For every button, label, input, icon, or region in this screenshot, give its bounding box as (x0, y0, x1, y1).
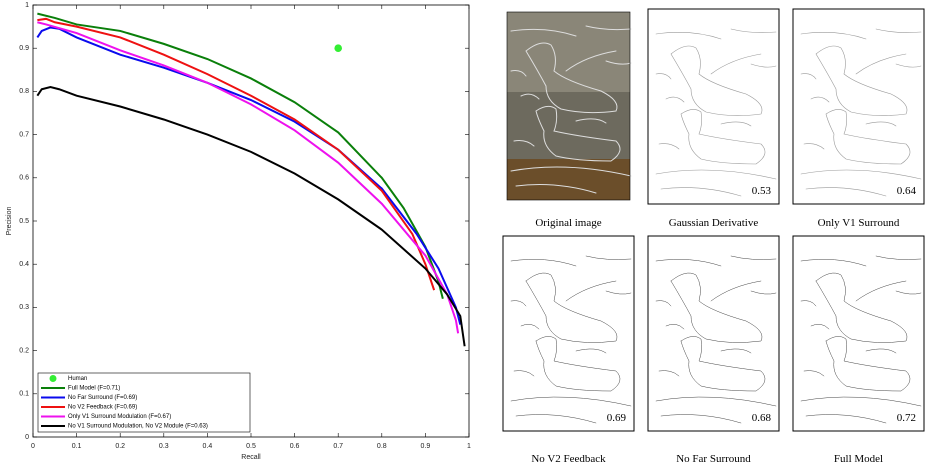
panel-frame (647, 8, 780, 205)
panel-caption: Original image (535, 217, 601, 229)
y-tick-label: 0.8 (19, 88, 29, 95)
y-tick-label: 0.2 (19, 347, 29, 354)
x-tick-label: 0.9 (421, 443, 431, 450)
panel-caption: Full Model (834, 453, 883, 465)
series-line (37, 21, 460, 334)
human-point (334, 44, 343, 52)
x-tick-label: 0.8 (377, 443, 387, 450)
x-tick-label: 0.7 (333, 443, 343, 450)
legend-label: Full Model (F=0.71) (68, 386, 120, 392)
y-tick-label: 0.6 (19, 175, 29, 182)
series-line (36, 26, 462, 325)
panel-score: 0.72 (897, 412, 916, 424)
panel-frame (506, 11, 631, 201)
legend-label: Human (68, 376, 87, 382)
y-tick-label: 0.5 (19, 218, 29, 225)
x-tick-label: 0.6 (290, 443, 300, 450)
series-line (37, 12, 444, 300)
legend-label: No Far Surround (F=0.69) (68, 395, 137, 401)
x-tick-label: 0 (31, 443, 35, 450)
panel-frame (502, 235, 635, 432)
y-tick-label: 0 (25, 434, 29, 441)
y-tick-label: 0.3 (19, 304, 29, 311)
legend-label: Only V1 Surround Modulation (F=0.67) (68, 414, 171, 420)
x-tick-label: 0.2 (115, 443, 125, 450)
panel-caption: Gaussian Derivative (669, 217, 759, 229)
panel: 0.64 Only V1 Surround (792, 8, 925, 229)
y-tick-label: 0.1 (19, 391, 29, 398)
panel-score: 0.53 (752, 185, 772, 197)
x-tick-label: 0.4 (203, 443, 213, 450)
x-tick-label: 0.1 (72, 443, 82, 450)
series-line (36, 86, 466, 347)
panel: 0.69 No V2 Feedback (502, 235, 635, 465)
panel-score: 0.64 (897, 185, 917, 197)
panels: Original image 0.53 Gaussian Derivative 0.6… (502, 8, 925, 465)
y-tick-label: 0.4 (19, 261, 29, 268)
legend-label: No V1 Surround Modulation, No V2 Module … (68, 424, 208, 430)
chart: Recall Precision 0 0.1 0.2 0.3 0.4 0.5 0.6 0.7 0… (6, 2, 471, 461)
series-line (37, 17, 436, 291)
x-tick-label: 0.3 (159, 443, 169, 450)
panel: 0.53 Gaussian Derivative (647, 8, 780, 229)
x-tick-label: 0.5 (246, 443, 256, 450)
panel-caption: No V2 Feedback (531, 453, 606, 465)
panel-frame (647, 235, 780, 432)
photo-nest (507, 159, 630, 200)
panel-score: 0.69 (607, 412, 627, 424)
x-axis-label: Recall (241, 454, 261, 461)
panel: Original image (506, 11, 632, 229)
y-tick-label: 0.9 (19, 45, 29, 52)
panel-score: 0.68 (752, 412, 772, 424)
y-tick-label: 0.7 (19, 131, 29, 138)
legend: Human Full Model (F=0.71) No Far Surround … (37, 372, 251, 433)
legend-box (37, 372, 251, 433)
panel-caption: No Far Surround (676, 453, 751, 465)
panel-frame (792, 235, 925, 432)
panel-caption: Only V1 Surround (818, 217, 900, 229)
y-axis-label: Precision (6, 207, 13, 236)
legend-label: No V2 Feedback (F=0.69) (68, 405, 137, 411)
panel: 0.68 No Far Surround (647, 235, 780, 465)
panel: 0.72 Full Model (792, 235, 925, 465)
legend-swatch (49, 375, 57, 382)
y-tick-label: 1 (25, 2, 29, 9)
panel-frame (792, 8, 925, 205)
x-tick-label: 1 (467, 443, 471, 450)
